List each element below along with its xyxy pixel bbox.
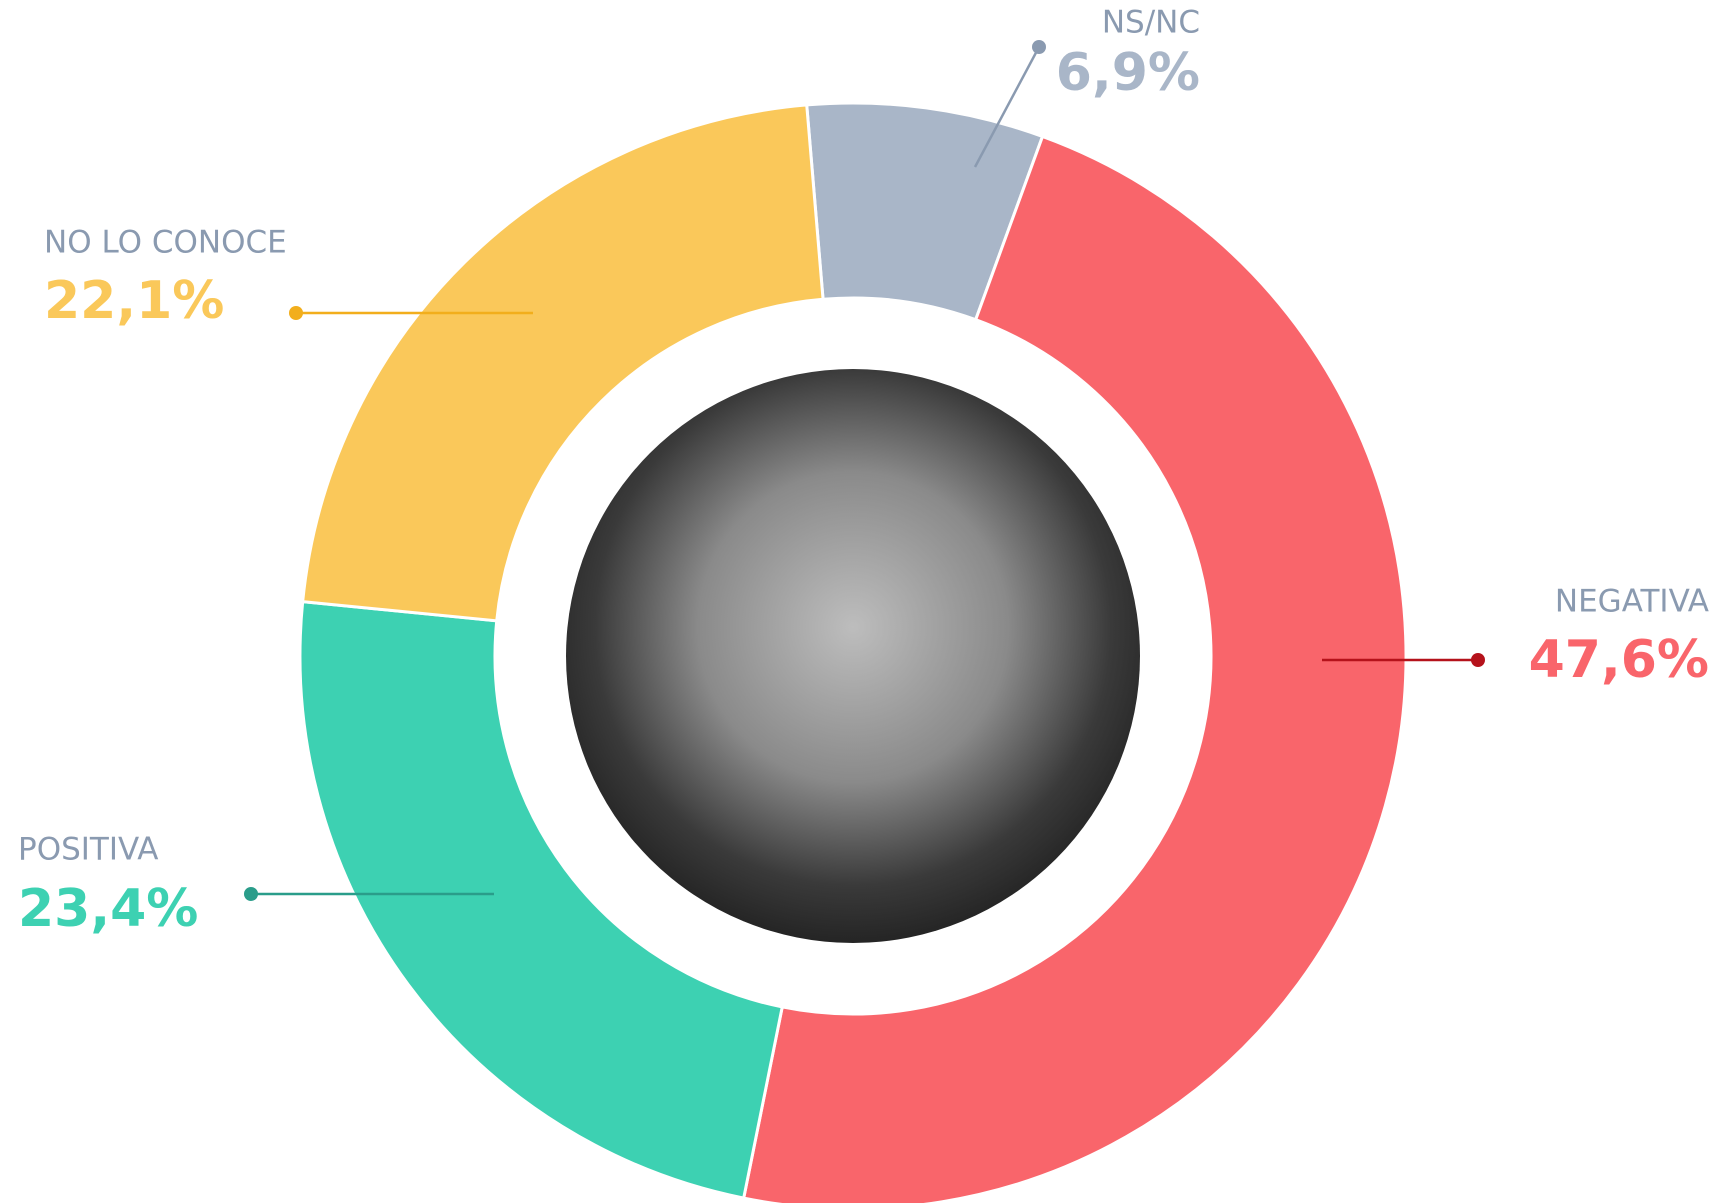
page: NS/NC6,9% NEGATIVA 47,6% POSITIVA 23,4% NO LO… xyxy=(0,0,1734,1203)
value-label: 22,1% xyxy=(44,271,224,331)
chart: NS/NC6,9% NEGATIVA 47,6% POSITIVA 23,4% NO LO… xyxy=(0,0,1734,1203)
leader-dot xyxy=(1032,40,1046,54)
leader-dot xyxy=(1471,653,1485,667)
category-label: NS/NC xyxy=(1102,5,1200,41)
value-label: 47,6% xyxy=(1529,630,1709,690)
value-label: 6,9% xyxy=(1056,43,1200,103)
leader-dot xyxy=(244,887,258,901)
category-label: NO LO CONOCE xyxy=(44,225,287,261)
category-label: NEGATIVA xyxy=(1555,584,1709,620)
leader-dot xyxy=(289,306,303,320)
value-label: 23,4% xyxy=(18,879,198,939)
category-label: POSITIVA xyxy=(18,832,158,868)
portrait-placeholder xyxy=(566,369,1140,943)
